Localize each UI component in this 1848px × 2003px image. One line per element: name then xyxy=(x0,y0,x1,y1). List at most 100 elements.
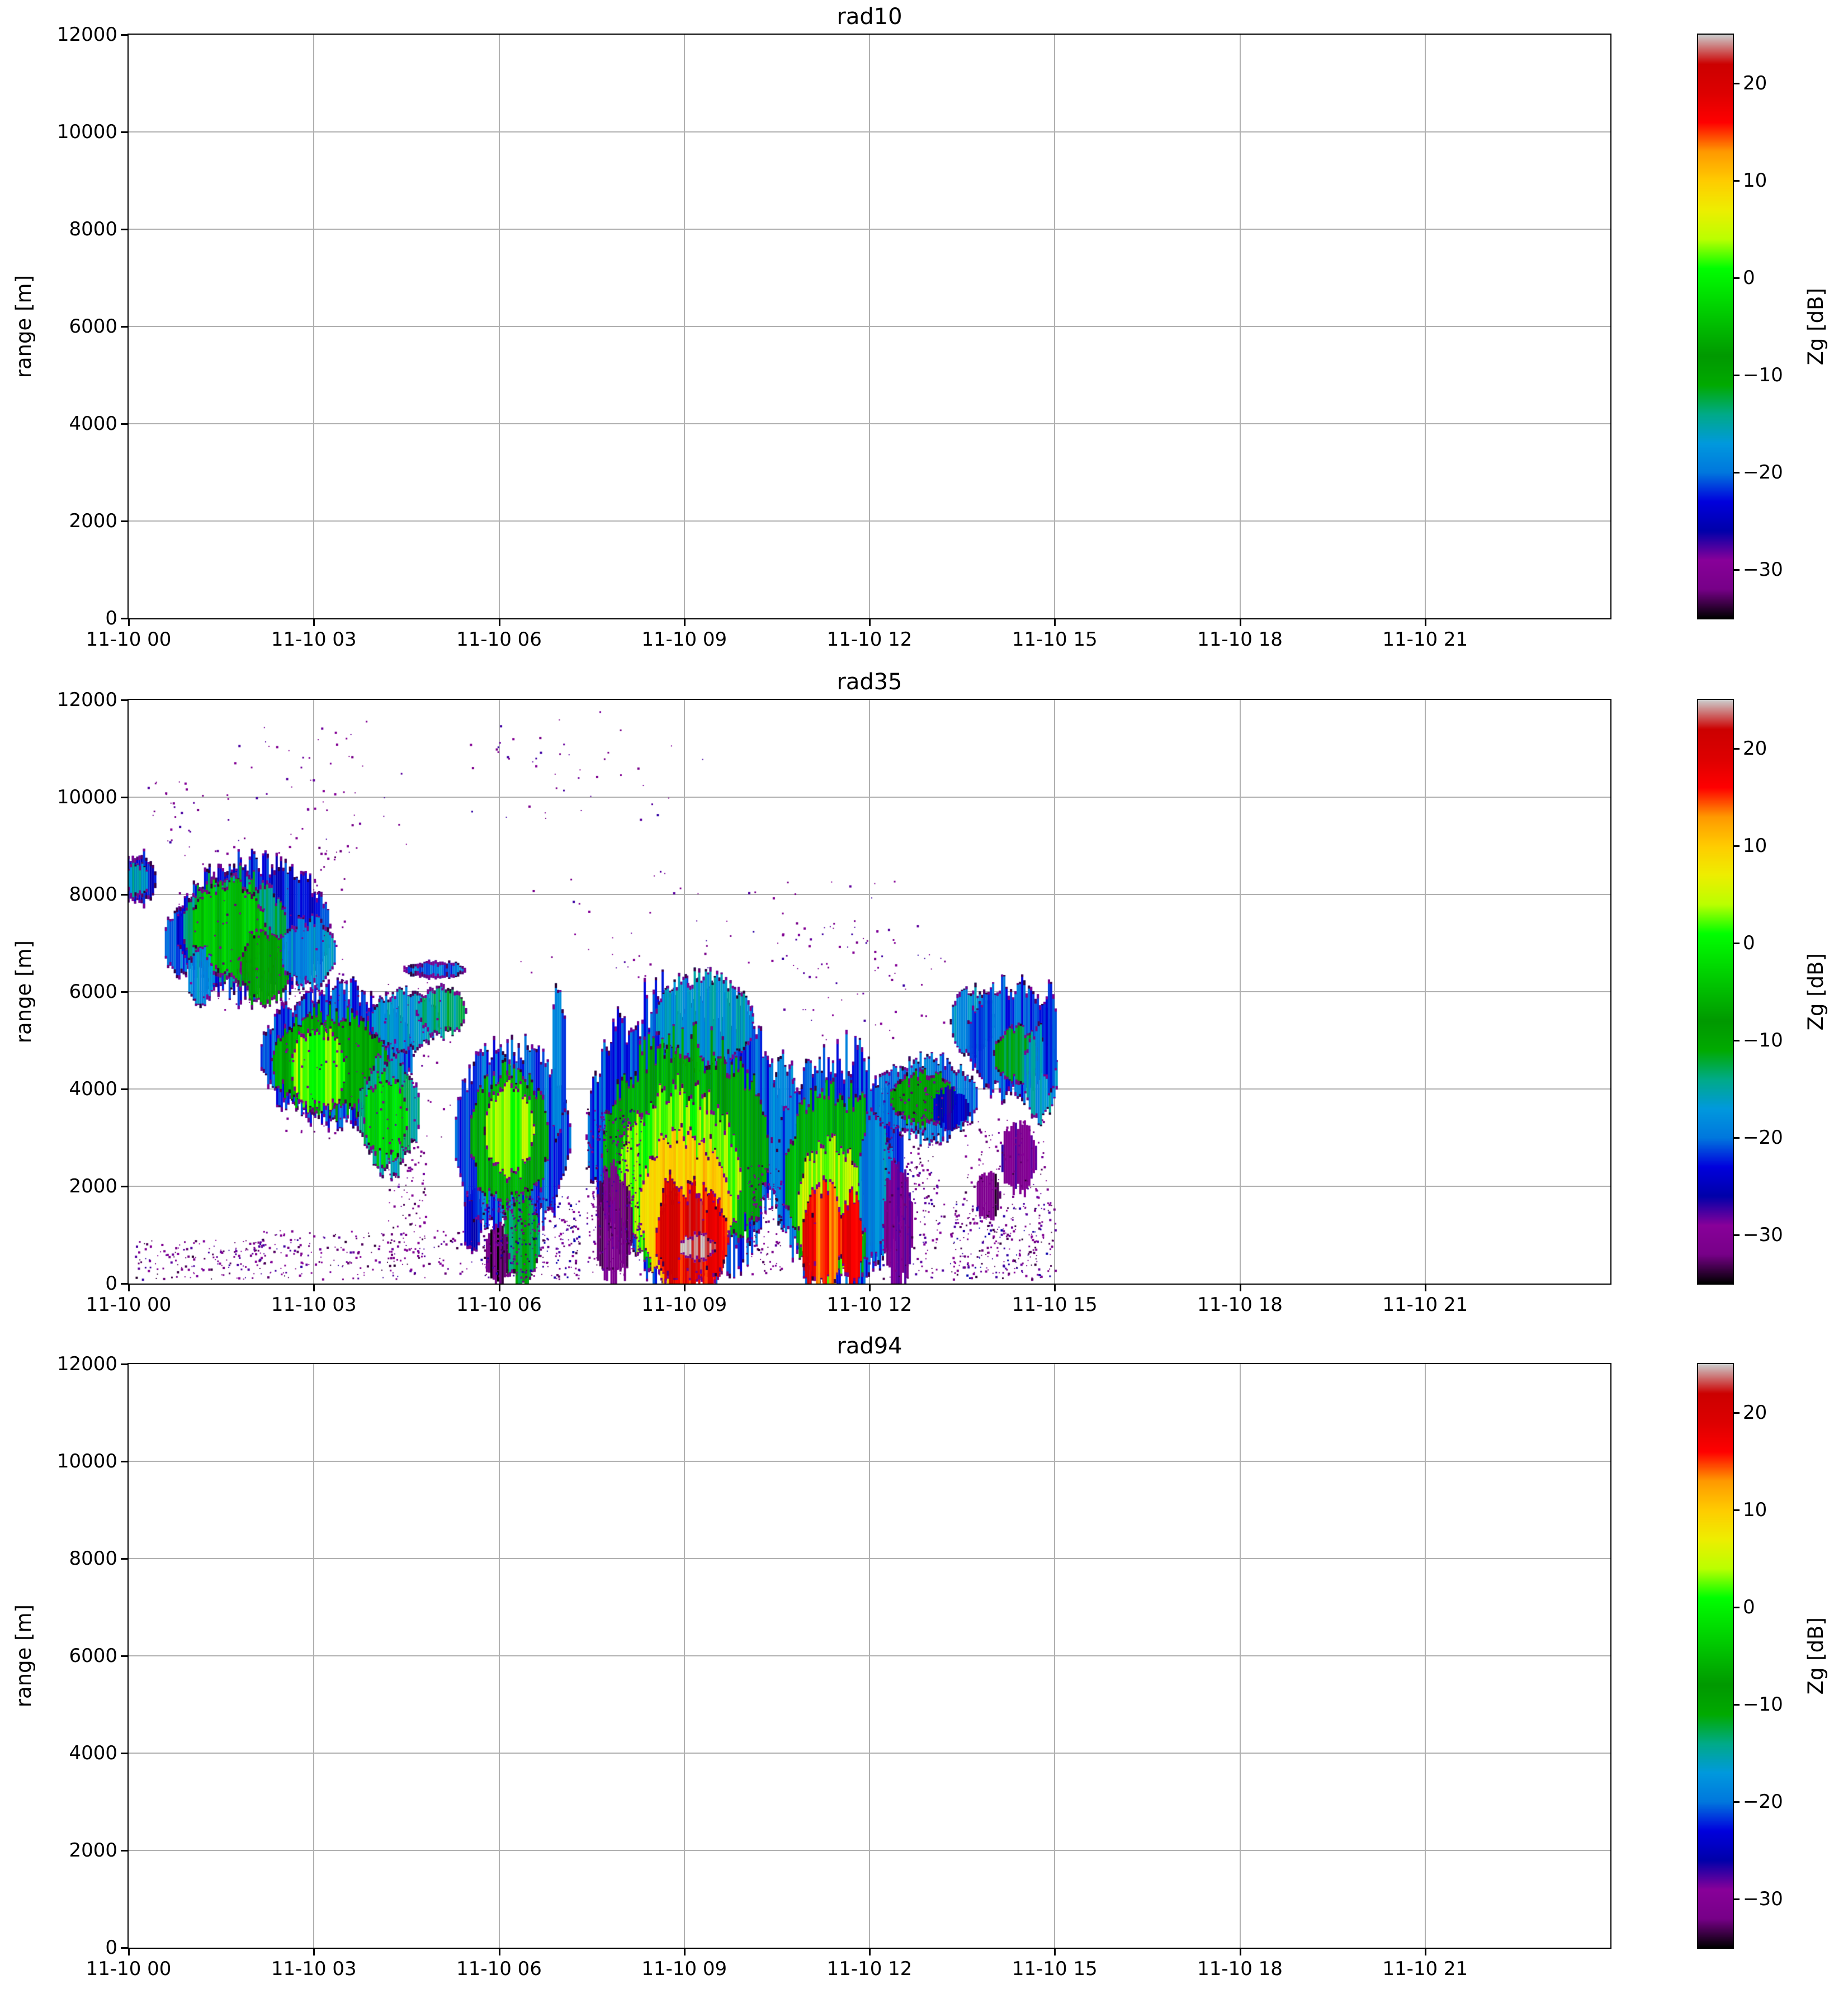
y-axis-label: range [m] xyxy=(10,700,37,1284)
colorbar-label: Zg [dB] xyxy=(1802,35,1829,618)
x-tick-mark xyxy=(498,618,500,626)
x-tick-label: 11-10 18 xyxy=(1197,628,1283,651)
colorbar-tick-label: −30 xyxy=(1743,1224,1783,1246)
colorbar-label: Zg [dB] xyxy=(1802,700,1829,1284)
x-tick-mark xyxy=(1239,1284,1241,1291)
y-tick-mark xyxy=(121,326,129,328)
y-tick-label: 8000 xyxy=(69,218,117,240)
x-tick-mark xyxy=(1054,1284,1056,1291)
y-axis-label: range [m] xyxy=(10,1364,37,1948)
x-tick-mark xyxy=(128,1284,130,1291)
y-tick-mark xyxy=(121,1558,129,1560)
colorbar-tick-mark xyxy=(1733,1509,1740,1511)
y-tick-mark xyxy=(121,991,129,993)
x-tick-label: 11-10 03 xyxy=(271,628,357,651)
x-tick-mark xyxy=(1054,618,1056,626)
x-tick-label: 11-10 12 xyxy=(826,628,913,651)
panel-title: rad94 xyxy=(836,1333,902,1359)
colorbar-tick-label: 20 xyxy=(1743,737,1767,760)
colorbar-tick-label: 20 xyxy=(1743,72,1767,94)
x-tick-label: 11-10 06 xyxy=(456,628,542,651)
panel-title: rad35 xyxy=(836,669,902,695)
colorbar-tick-mark xyxy=(1733,180,1740,182)
x-tick-label: 11-10 21 xyxy=(1382,1958,1468,1980)
y-tick-mark xyxy=(121,1461,129,1462)
colorbar-tick-mark xyxy=(1733,83,1740,84)
y-tick-label: 6000 xyxy=(69,1645,117,1667)
y-tick-label: 4000 xyxy=(69,1742,117,1764)
x-tick-mark xyxy=(1239,618,1241,626)
x-tick-label: 11-10 15 xyxy=(1012,1294,1098,1316)
x-tick-label: 11-10 06 xyxy=(456,1294,542,1316)
y-tick-label: 12000 xyxy=(56,689,117,711)
x-tick-label: 11-10 18 xyxy=(1197,1294,1283,1316)
colorbar-tick-mark xyxy=(1733,277,1740,279)
y-tick-mark xyxy=(121,1655,129,1657)
colorbar-tick-label: 0 xyxy=(1743,267,1755,289)
colorbar-tick-label: 10 xyxy=(1743,1499,1767,1521)
colorbar-tick-mark xyxy=(1733,748,1740,750)
colorbar-label-text: Zg [dB] xyxy=(1803,287,1828,366)
x-tick-mark xyxy=(683,1948,686,1955)
x-tick-label: 11-10 00 xyxy=(86,628,172,651)
colorbar-tick-label: 20 xyxy=(1743,1401,1767,1424)
y-tick-mark xyxy=(121,34,129,36)
y-tick-mark xyxy=(121,1186,129,1187)
x-tick-mark xyxy=(1054,1948,1056,1955)
colorbar-tick-mark xyxy=(1733,375,1740,376)
y-tick-label: 10000 xyxy=(56,1450,117,1472)
x-tick-mark xyxy=(313,1948,315,1955)
colorbar-tick-label: −30 xyxy=(1743,1888,1783,1910)
colorbar-tick-label: 0 xyxy=(1743,932,1755,954)
y-tick-label: 0 xyxy=(105,1272,117,1295)
y-tick-mark xyxy=(121,1947,129,1949)
y-tick-mark xyxy=(121,423,129,425)
colorbar-tick-label: −30 xyxy=(1743,558,1783,581)
colorbar-tick-mark xyxy=(1733,1040,1740,1041)
y-tick-mark xyxy=(121,131,129,133)
x-tick-mark xyxy=(1424,1948,1426,1955)
panel-title: rad10 xyxy=(836,4,902,30)
x-tick-label: 11-10 15 xyxy=(1012,628,1098,651)
x-tick-label: 11-10 03 xyxy=(271,1294,357,1316)
radar-curtain-canvas xyxy=(129,700,1610,1284)
x-tick-label: 11-10 09 xyxy=(641,1958,727,1980)
colorbar-gradient xyxy=(1698,700,1733,1284)
y-tick-label: 2000 xyxy=(69,1839,117,1862)
x-tick-mark xyxy=(313,618,315,626)
colorbar-tick-label: −20 xyxy=(1743,461,1783,484)
colorbar-label-text: Zg [dB] xyxy=(1803,1617,1828,1695)
y-tick-label: 6000 xyxy=(69,315,117,338)
colorbar-tick-label: −20 xyxy=(1743,1791,1783,1813)
colorbar-tick-label: −20 xyxy=(1743,1126,1783,1149)
colorbar-tick-label: 10 xyxy=(1743,169,1767,192)
colorbar-tick-mark xyxy=(1733,1801,1740,1803)
x-tick-label: 11-10 15 xyxy=(1012,1958,1098,1980)
y-tick-mark xyxy=(121,1363,129,1365)
x-tick-mark xyxy=(498,1948,500,1955)
x-tick-mark xyxy=(869,1284,871,1291)
colorbar-tick-mark xyxy=(1733,1234,1740,1236)
x-tick-label: 11-10 21 xyxy=(1382,1294,1468,1316)
colorbar-tick-mark xyxy=(1733,1607,1740,1608)
colorbar-tick-label: 0 xyxy=(1743,1596,1755,1618)
colorbar-tick-mark xyxy=(1733,1137,1740,1139)
y-tick-label: 12000 xyxy=(56,23,117,46)
radar-curtain-canvas xyxy=(129,1364,1610,1948)
y-tick-mark xyxy=(121,1088,129,1090)
x-tick-label: 11-10 09 xyxy=(641,628,727,651)
x-tick-label: 11-10 00 xyxy=(86,1294,172,1316)
x-tick-label: 11-10 09 xyxy=(641,1294,727,1316)
x-tick-mark xyxy=(1424,618,1426,626)
colorbar-tick-mark xyxy=(1733,472,1740,473)
x-tick-mark xyxy=(869,1948,871,1955)
colorbar-tick-mark xyxy=(1733,1898,1740,1900)
x-tick-mark xyxy=(683,618,686,626)
colorbar-tick-mark xyxy=(1733,845,1740,847)
y-tick-label: 10000 xyxy=(56,786,117,808)
x-tick-mark xyxy=(313,1284,315,1291)
x-tick-mark xyxy=(128,1948,130,1955)
y-tick-mark xyxy=(121,1850,129,1852)
y-axis-label-text: range [m] xyxy=(11,1604,36,1708)
